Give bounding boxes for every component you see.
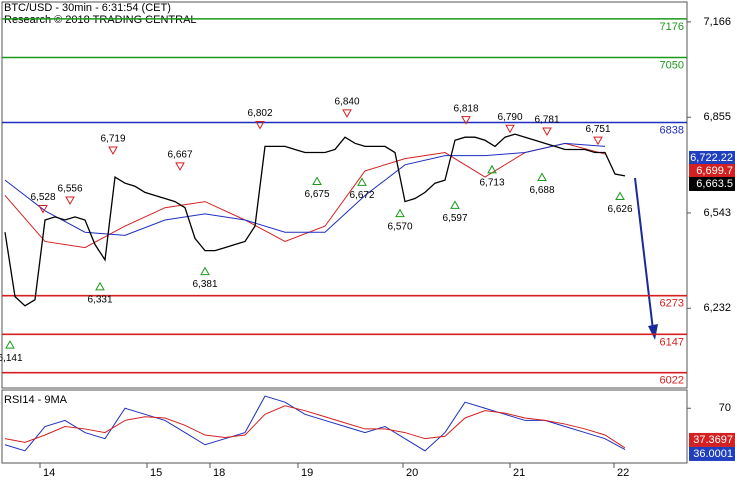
x-tick-label: 19 [301, 467, 313, 479]
high-marker [255, 121, 265, 130]
high-label: 6,719 [100, 134, 125, 145]
high-label: 6,790 [497, 112, 522, 123]
high-marker [505, 124, 515, 134]
rsi-tag [689, 432, 735, 447]
level-label: 6147 [660, 336, 684, 348]
x-tick-label: 22 [617, 467, 629, 479]
rsi-line [4, 395, 626, 452]
y-tick-label: 6,855 [703, 111, 731, 123]
high-marker [593, 136, 603, 146]
x-tick-label: 18 [213, 467, 225, 479]
low-label: 6,688 [529, 185, 554, 196]
high-label: 6,556 [57, 184, 82, 195]
x-tick-label: 21 [513, 467, 525, 479]
y-tick-label: 7,166 [703, 16, 731, 28]
level-label: 6022 [660, 375, 684, 387]
level-label: 7050 [660, 59, 684, 71]
rsi-tick-label: 70 [719, 402, 731, 414]
low-marker [5, 340, 15, 349]
rsi-label: RSI14 - 9MA [4, 394, 68, 406]
chart-title: BTC/USD - 30min - 6:31:54 (CET) [4, 2, 171, 14]
low-label: 6,597 [442, 213, 467, 224]
low-marker [487, 164, 497, 174]
high-marker [65, 196, 75, 205]
rsi-panel [1, 389, 688, 464]
high-label: 6,751 [585, 124, 610, 135]
price-tag-label: 6,722.22 [690, 152, 733, 164]
low-marker [357, 177, 367, 186]
price-tag-label: 6,699.7 [696, 165, 733, 177]
high-marker [342, 109, 352, 118]
low-label: 6,331 [87, 295, 112, 306]
y-tick-label: 6,232 [703, 302, 731, 314]
y-tick-label: 6,543 [703, 207, 731, 219]
price-line [4, 133, 626, 307]
chart-subtitle: Research © 2018 TRADING CENTRAL [4, 14, 197, 26]
high-label: 6,781 [534, 115, 559, 126]
high-label: 6,528 [30, 192, 55, 203]
rsi-tag-label: 37.3697 [693, 434, 733, 446]
rsi-line [4, 405, 626, 449]
level-label: 6273 [660, 298, 684, 310]
x-tick-label: 14 [43, 467, 55, 479]
high-label: 6,840 [334, 97, 359, 108]
moving-average [4, 142, 606, 236]
high-label: 6,802 [247, 108, 272, 119]
price-panel [1, 1, 688, 389]
level-label: 7176 [660, 21, 684, 33]
price-tag [689, 150, 735, 165]
low-marker [537, 172, 547, 181]
high-marker [542, 127, 552, 136]
level-label: 6838 [660, 124, 684, 136]
low-label: 6,713 [479, 177, 504, 188]
forecast-arrow [634, 177, 654, 331]
price-tag [689, 163, 735, 178]
low-marker [395, 208, 405, 218]
high-marker [38, 205, 48, 214]
low-label: 6,141 [0, 353, 23, 364]
arrow-head [648, 324, 658, 340]
rsi-tag-label: 36.0001 [693, 448, 733, 460]
low-label: 6,570 [387, 221, 412, 232]
moving-average [4, 142, 606, 249]
x-tick-label: 20 [406, 467, 418, 479]
high-marker [461, 116, 471, 125]
low-label: 6,672 [349, 190, 374, 201]
x-tick-label: 15 [150, 467, 162, 479]
low-label: 6,381 [192, 279, 217, 290]
low-marker [450, 200, 460, 209]
rsi-tag [689, 446, 735, 461]
low-marker [95, 281, 105, 291]
high-label: 6,667 [167, 150, 192, 161]
high-marker [108, 146, 118, 155]
low-marker [312, 176, 322, 185]
high-marker [175, 162, 185, 171]
low-label: 6,675 [304, 189, 329, 200]
price-tag-label: 6,663.5 [696, 178, 733, 190]
low-marker [200, 266, 210, 276]
low-marker [615, 191, 625, 200]
low-label: 6,626 [607, 204, 632, 215]
price-tag [689, 176, 735, 191]
high-label: 6,818 [453, 103, 478, 114]
